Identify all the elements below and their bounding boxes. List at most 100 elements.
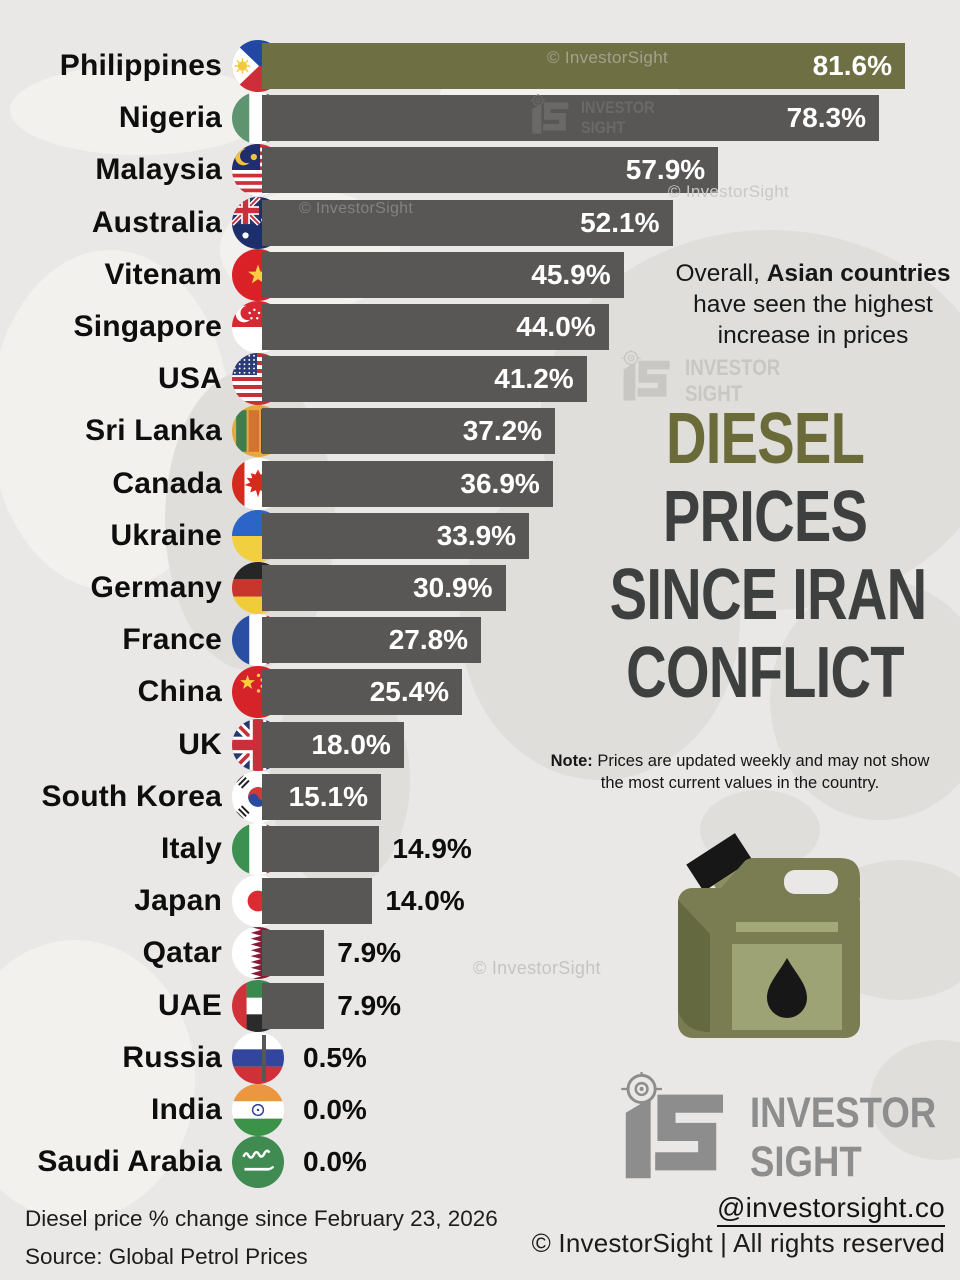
investorsight-mark-icon [612, 1068, 730, 1186]
chart-row: Nigeria 78.3% [0, 92, 960, 145]
footnote-line2: Source: Global Petrol Prices [25, 1244, 308, 1269]
footnote-line1: Diesel price % change since February 23,… [25, 1206, 498, 1231]
value-label: 52.1% [580, 206, 660, 238]
investorsight-mark-icon [617, 348, 673, 407]
fuel-can-icon [678, 833, 860, 1038]
value-bar: 37.2% [262, 408, 556, 455]
country-label: Australia [91, 205, 222, 239]
value-label: 7.9% [337, 989, 402, 1021]
value-bar: 30.9% [262, 565, 506, 611]
value-bar: 36.9% [262, 460, 553, 507]
chart-row: Qatar 7.9% [0, 927, 960, 980]
chart-row: Australia 52.1% [0, 196, 960, 249]
value-bar: 15.1% [262, 773, 381, 820]
chart-row: Singapore 44.0% [0, 301, 960, 353]
value-bar [262, 1034, 266, 1081]
chart-row: UK 18.0% [0, 718, 960, 771]
value-label: 30.9% [413, 572, 493, 603]
country-label: China [137, 675, 222, 709]
watermark-copyright: © InvestorSight [473, 958, 601, 978]
country-label: Canada [112, 466, 222, 500]
social-handle-link[interactable]: @investorsight.co [716, 1192, 945, 1227]
watermark-logo-on-bar: INVESTOR SIGHT [527, 92, 668, 139]
singapore-flag-icon [232, 301, 284, 353]
chart-row: Italy 14.9% [0, 823, 960, 875]
saudi-arabia-flag-icon [232, 1136, 284, 1189]
page-title: DIESEL PRICES SINCE IRAN CONFLICT [609, 399, 927, 713]
country-label: India [150, 1093, 222, 1126]
chart-row: Philippines 81.6% [0, 40, 960, 92]
value-label: 33.9% [436, 519, 517, 551]
investorsight-logo: INVESTOR SIGHT [612, 1068, 960, 1186]
chart-row: India 0.0% [0, 1084, 960, 1136]
chart-row: Malaysia 57.9% [0, 144, 960, 197]
value-bar: 44.0% [262, 304, 609, 350]
chart-row: Russia 0.5% [0, 1031, 960, 1084]
value-label: 44.0% [516, 311, 596, 342]
value-bar: 25.4% [262, 669, 463, 716]
value-label: 7.9% [337, 937, 402, 969]
value-bar: 45.9% [262, 251, 624, 298]
value-label: 14.9% [392, 833, 472, 864]
value-label: 37.2% [462, 415, 543, 447]
country-label: Russia [122, 1040, 222, 1074]
brand-name-line2: SIGHT [750, 1138, 862, 1186]
country-label: Italy [160, 832, 222, 865]
value-bar: 33.9% [262, 512, 530, 559]
investorsight-mark-icon [527, 92, 571, 139]
country-label: France [122, 623, 222, 657]
country-label: Malaysia [95, 153, 222, 187]
chart-row: Ukraine 33.9% [0, 509, 960, 562]
chart-row: UAE 7.9% [0, 979, 960, 1032]
value-label: 45.9% [531, 258, 611, 290]
value-label: 57.9% [625, 154, 706, 186]
brand-name-line1: INVESTOR [750, 1089, 937, 1137]
chart-row: Vitenam 45.9% [0, 248, 960, 301]
value-label: 81.6% [812, 50, 892, 81]
country-label: Vitenam [104, 257, 222, 291]
value-label: 27.8% [388, 624, 469, 656]
country-label: Saudi Arabia [37, 1145, 222, 1179]
value-label: 0.5% [303, 1041, 367, 1073]
chart-row: France 27.8% [0, 614, 960, 667]
country-label: South Korea [41, 779, 222, 813]
value-bar [262, 982, 325, 1029]
country-label: Germany [90, 571, 222, 604]
country-label: Japan [134, 884, 222, 918]
watermark-copyright: © InvestorSight [299, 200, 414, 217]
value-label: 0.0% [303, 1094, 367, 1125]
value-bar [262, 878, 373, 925]
chart-row: USA 41.2% [0, 353, 960, 406]
chart-row: Sri Lanka 37.2% [0, 405, 960, 458]
value-label: 14.0% [385, 885, 465, 917]
value-bar: 41.2% [262, 356, 587, 403]
annotation-text: Overall, Asian countries have seen the h… [675, 260, 951, 349]
country-label: Nigeria [118, 101, 222, 135]
value-label: 18.0% [311, 728, 391, 760]
watermark-copyright: © InvestorSight [668, 182, 789, 201]
country-label: USA [158, 362, 222, 396]
value-label: 36.9% [460, 467, 540, 499]
value-bar [262, 930, 325, 977]
country-label: Philippines [59, 49, 222, 82]
chart-footnote: Diesel price % change since February 23,… [25, 1200, 498, 1276]
chart-row: Germany 30.9% [0, 562, 960, 614]
chart-row: Canada 36.9% [0, 457, 960, 510]
country-label: Ukraine [110, 518, 222, 552]
chart-row: South Korea 15.1% [0, 770, 960, 823]
country-label: UAE [158, 988, 222, 1022]
value-bar: 81.6% [262, 43, 905, 89]
value-bar [262, 826, 380, 872]
value-label: 15.1% [288, 780, 368, 812]
value-bar: 52.1% [262, 199, 673, 246]
india-flag-icon [232, 1084, 284, 1136]
country-label: Sri Lanka [85, 414, 222, 448]
rights-text: © InvestorSight | All rights reserved [531, 1228, 945, 1258]
value-bar: 18.0% [262, 721, 404, 768]
watermark-copyright: © InvestorSight [547, 48, 668, 67]
chart-row: Japan 14.0% [0, 875, 960, 928]
value-label: 25.4% [369, 676, 450, 708]
chart-row: China 25.4% [0, 666, 960, 719]
